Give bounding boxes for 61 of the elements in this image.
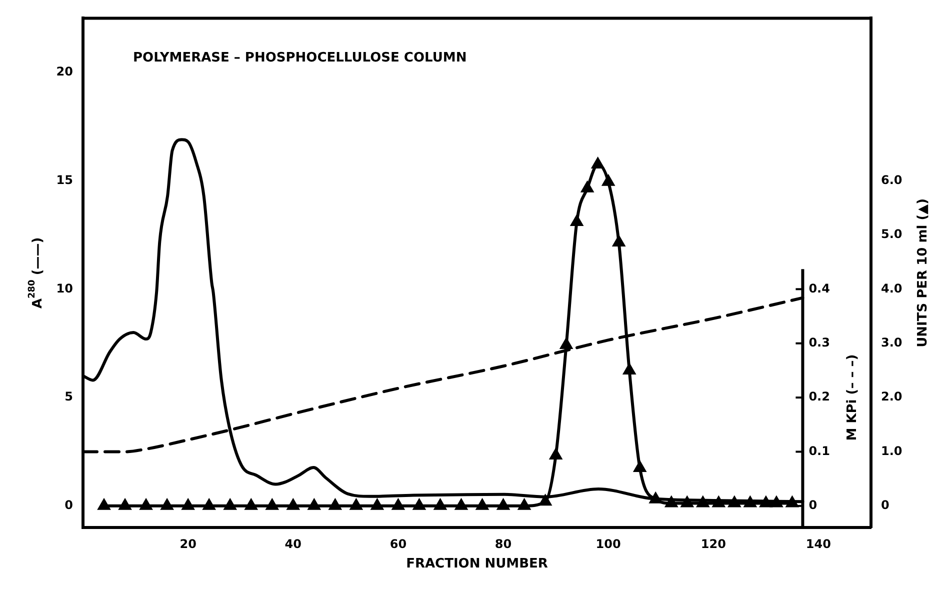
- point: [476, 499, 488, 510]
- x-tick-label: 140: [806, 536, 831, 551]
- point: [308, 499, 320, 510]
- point: [613, 236, 625, 247]
- point: [224, 499, 236, 510]
- point: [287, 499, 299, 510]
- x-tick-label: 60: [390, 536, 407, 551]
- x-tick-label: 20: [180, 536, 196, 551]
- point: [140, 499, 152, 510]
- text: POLYMERASE – PHOSPHOCELLULOSE COLUMN: [133, 50, 467, 66]
- y-axis-title: A280 (——): [27, 237, 46, 309]
- point: [602, 175, 614, 186]
- point: [434, 499, 446, 510]
- point: [266, 499, 278, 510]
- y-tick-label: 20: [56, 64, 73, 79]
- point: [634, 461, 646, 472]
- y2-tick-label: 0: [881, 498, 890, 512]
- y3-tick-label: 0.3: [808, 335, 830, 350]
- x-tick-label: 100: [596, 536, 621, 551]
- point: [98, 499, 110, 510]
- y3-tick-label: 0: [808, 498, 818, 512]
- y2-tick-label: 5.0: [881, 227, 902, 242]
- point: [182, 499, 194, 510]
- point: [581, 182, 594, 192]
- y-tick-label: 0: [64, 498, 73, 512]
- point: [518, 499, 530, 510]
- point: [350, 499, 362, 510]
- point: [624, 364, 636, 374]
- y2-axis-title: UNITS PER 10 ml (▲): [915, 198, 930, 348]
- point: [161, 499, 173, 510]
- point: [203, 499, 215, 510]
- y-tick-label: 5: [64, 390, 73, 404]
- point: [539, 495, 552, 506]
- y2-tick-label: 1.0: [881, 444, 902, 458]
- x-tick-label: 40: [284, 536, 302, 551]
- point: [497, 499, 510, 510]
- y-tick-label: 15: [56, 172, 73, 187]
- x-axis-title: FRACTION NUMBER: [406, 556, 548, 572]
- y3-axis-title: M KPi (– – –): [845, 354, 860, 441]
- point: [570, 215, 583, 226]
- point: [455, 499, 468, 510]
- y3-tick-label: 0.2: [808, 390, 830, 404]
- x-tick-label: 120: [700, 536, 726, 551]
- point: [371, 499, 384, 510]
- y2-tick-label: 3.0: [881, 335, 902, 350]
- point: [413, 499, 426, 510]
- y-tick-label: 10: [56, 281, 73, 296]
- point: [119, 499, 131, 510]
- x-tick-label: 80: [494, 536, 512, 551]
- y3-tick-label: 0.1: [808, 444, 830, 458]
- point: [329, 499, 341, 510]
- point: [550, 449, 562, 460]
- y2-tick-label: 6.0: [881, 172, 902, 187]
- y2-tick-label: 4.0: [881, 281, 902, 296]
- point: [245, 499, 257, 510]
- point: [560, 338, 572, 349]
- point: [666, 496, 678, 508]
- point: [392, 499, 404, 510]
- y3-tick-label: 0.4: [808, 281, 830, 296]
- y2-tick-label: 2.0: [881, 390, 902, 404]
- point: [592, 158, 604, 169]
